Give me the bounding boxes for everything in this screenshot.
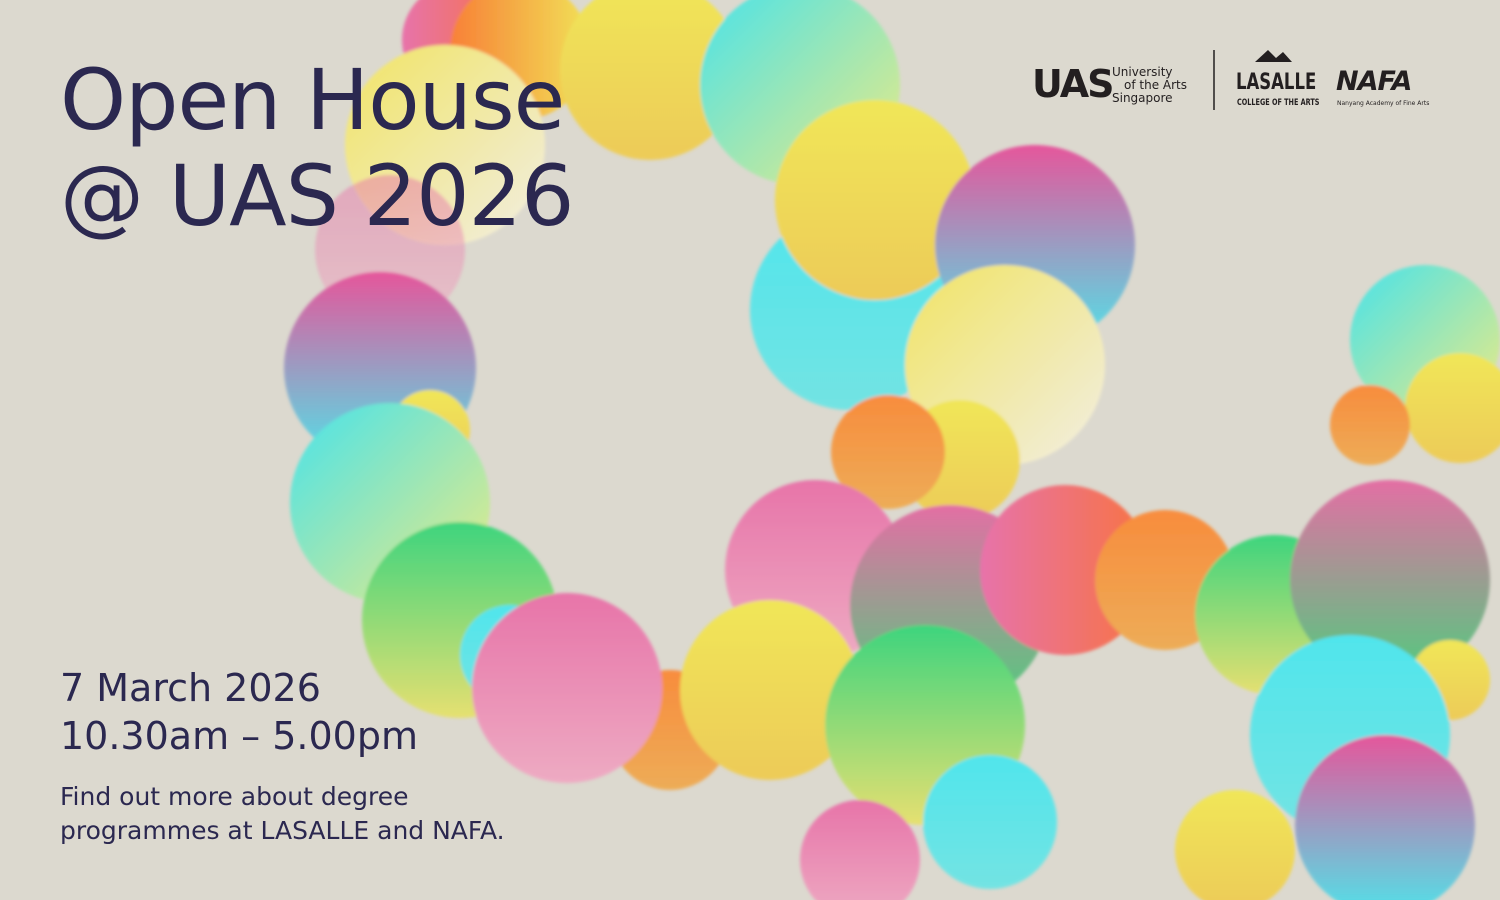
lasalle-name: COLLEGE OF THE ARTS [1237,98,1320,108]
lasalle-roof [1255,50,1292,62]
lasalle-logo: LASALLE [1236,70,1317,95]
title-line: Open House [60,51,565,149]
event-date: 7 March 2026 [60,666,321,710]
nafa-logo: NAFA [1336,66,1412,97]
uas-name: University [1112,65,1173,79]
event-time: 10.30am – 5.00pm [60,714,418,758]
event-description: programmes at LASALLE and NAFA. [60,816,505,845]
uas-logo: UAS [1032,62,1114,106]
nafa-name: Nanyang Academy of Fine Arts [1337,100,1430,107]
uas-name: Singapore [1112,91,1173,105]
uas-name: of the Arts [1124,78,1187,92]
title-line: @ UAS 2026 [60,147,574,245]
bubbles [284,0,1500,900]
event-description: Find out more about degree [60,782,409,811]
